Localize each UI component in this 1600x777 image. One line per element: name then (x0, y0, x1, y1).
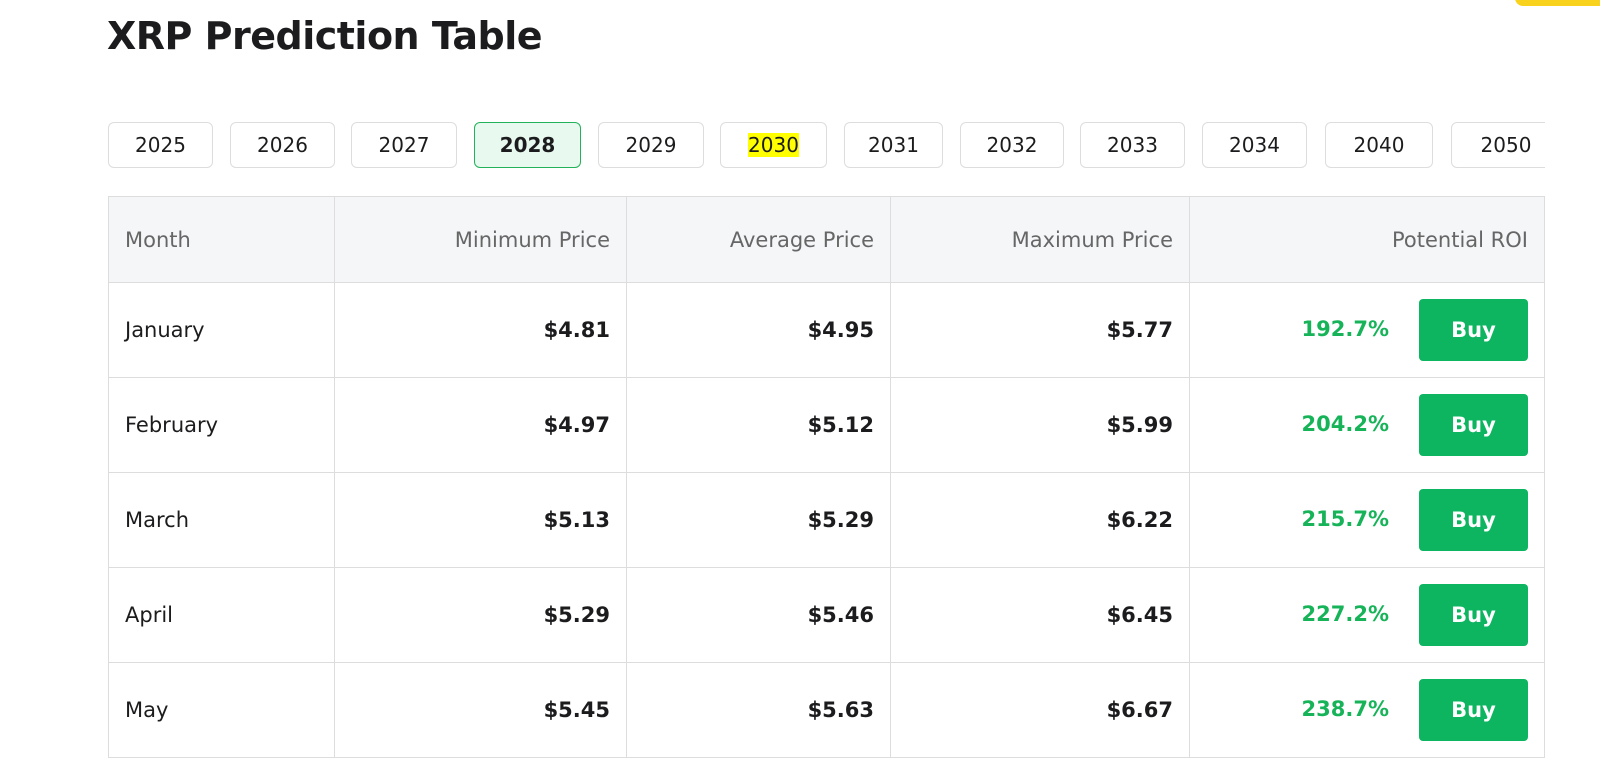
table-row: March $5.13 $5.29 $6.22 215.7% Buy (108, 472, 1545, 568)
month-cell: February (108, 377, 335, 473)
month-cell: March (108, 472, 335, 568)
year-tab-label: 2030 (748, 133, 799, 157)
table-row: January $4.81 $4.95 $5.77 192.7% Buy (108, 282, 1545, 378)
month-cell: January (108, 282, 335, 378)
roi-cell: 204.2% Buy (1189, 377, 1545, 473)
roi-value: 204.2% (1301, 412, 1389, 436)
avg-price-cell: $4.95 (626, 282, 891, 378)
max-price-cell: $6.67 (890, 662, 1190, 758)
year-tab-label: 2026 (257, 133, 308, 157)
year-tab-label: 2027 (378, 133, 430, 157)
year-tab-2029[interactable]: 2029 (598, 122, 704, 168)
buy-button[interactable]: Buy (1419, 584, 1528, 646)
header-max: Maximum Price (890, 196, 1190, 283)
page-title: XRP Prediction Table (107, 14, 543, 58)
min-price-cell: $5.13 (334, 472, 627, 568)
year-tab-label: 2050 (1480, 133, 1532, 157)
corner-widget (1515, 0, 1600, 6)
min-price-cell: $5.29 (334, 567, 627, 663)
roi-value: 238.7% (1301, 697, 1389, 721)
buy-button[interactable]: Buy (1419, 299, 1528, 361)
prediction-table: Month Minimum Price Average Price Maximu… (108, 196, 1545, 758)
min-price-cell: $4.81 (334, 282, 627, 378)
year-tab-label: 2032 (986, 133, 1038, 157)
max-price-cell: $6.22 (890, 472, 1190, 568)
year-tab-2027[interactable]: 2027 (351, 122, 457, 168)
year-tab-2033[interactable]: 2033 (1080, 122, 1185, 168)
max-price-cell: $5.99 (890, 377, 1190, 473)
header-min: Minimum Price (334, 196, 627, 283)
year-tab-label: 2029 (625, 133, 677, 157)
header-month: Month (108, 196, 335, 283)
roi-cell: 238.7% Buy (1189, 662, 1545, 758)
min-price-cell: $5.45 (334, 662, 627, 758)
buy-button[interactable]: Buy (1419, 489, 1528, 551)
year-tab-label: 2033 (1107, 133, 1158, 157)
year-tab-2034[interactable]: 2034 (1202, 122, 1307, 168)
table-header-row: Month Minimum Price Average Price Maximu… (108, 196, 1545, 283)
month-cell: May (108, 662, 335, 758)
year-tab-2032[interactable]: 2032 (960, 122, 1064, 168)
avg-price-cell: $5.29 (626, 472, 891, 568)
buy-button[interactable]: Buy (1419, 394, 1528, 456)
buy-button[interactable]: Buy (1419, 679, 1528, 741)
year-tab-2031[interactable]: 2031 (844, 122, 943, 168)
roi-cell: 215.7% Buy (1189, 472, 1545, 568)
year-tab-2030[interactable]: 2030 (720, 122, 827, 168)
year-tab-2040[interactable]: 2040 (1325, 122, 1433, 168)
year-tab-2026[interactable]: 2026 (230, 122, 335, 168)
avg-price-cell: $5.12 (626, 377, 891, 473)
year-tab-2025[interactable]: 2025 (108, 122, 213, 168)
year-tabs: 2025 2026 2027 2028 2029 2030 2031 2032 2033 2034… (108, 122, 1545, 172)
year-tab-label: 2034 (1229, 133, 1280, 157)
year-tab-2050[interactable]: 2050 (1451, 122, 1545, 168)
roi-cell: 192.7% Buy (1189, 282, 1545, 378)
month-cell: April (108, 567, 335, 663)
table-row: May $5.45 $5.63 $6.67 238.7% Buy (108, 662, 1545, 758)
avg-price-cell: $5.63 (626, 662, 891, 758)
year-tab-label: 2031 (868, 133, 919, 157)
year-tab-label: 2025 (135, 133, 186, 157)
roi-value: 192.7% (1301, 317, 1389, 341)
table-row: February $4.97 $5.12 $5.99 204.2% Buy (108, 377, 1545, 473)
header-avg: Average Price (626, 196, 891, 283)
min-price-cell: $4.97 (334, 377, 627, 473)
year-tab-label: 2028 (499, 133, 556, 157)
header-roi: Potential ROI (1189, 196, 1545, 283)
roi-value: 215.7% (1301, 507, 1389, 531)
avg-price-cell: $5.46 (626, 567, 891, 663)
roi-cell: 227.2% Buy (1189, 567, 1545, 663)
max-price-cell: $5.77 (890, 282, 1190, 378)
year-tab-2028[interactable]: 2028 (474, 122, 581, 168)
table-row: April $5.29 $5.46 $6.45 227.2% Buy (108, 567, 1545, 663)
roi-value: 227.2% (1301, 602, 1389, 626)
max-price-cell: $6.45 (890, 567, 1190, 663)
year-tab-label: 2040 (1353, 133, 1405, 157)
